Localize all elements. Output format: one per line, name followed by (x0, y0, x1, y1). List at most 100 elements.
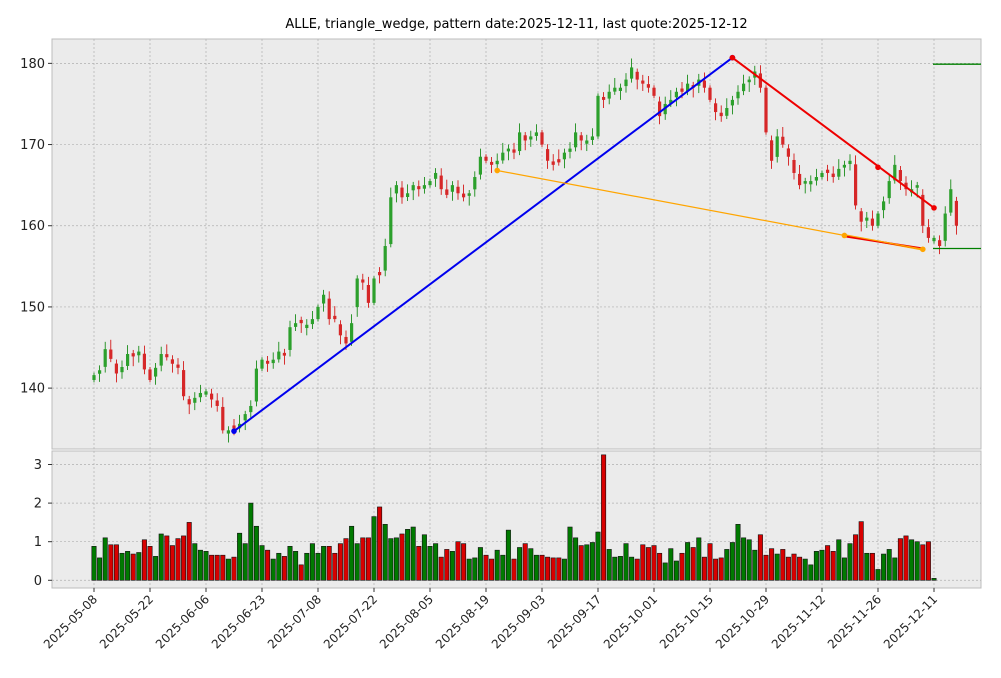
volume-bar (858, 521, 864, 581)
candle-body (98, 370, 102, 374)
candle-body (176, 364, 180, 368)
x-tick-label: 2025-11-12 (769, 592, 828, 651)
volume-bar (567, 526, 573, 581)
x-tick-label: 2025-06-23 (209, 592, 268, 651)
volume-bar (102, 537, 108, 581)
volume-bar (545, 556, 551, 581)
volume-bar (477, 547, 483, 581)
volume-bar (259, 545, 265, 581)
candle-body (182, 370, 186, 397)
blue-pivot-marker (231, 428, 237, 434)
candle-body (366, 285, 370, 303)
candle-body (529, 136, 533, 140)
volume-bar (147, 546, 153, 581)
volume-bar (231, 556, 237, 581)
candle-body (742, 83, 746, 92)
candle-body (551, 161, 555, 165)
volume-bar (287, 546, 293, 581)
candle-body (826, 169, 830, 173)
volume-bar (500, 554, 506, 581)
volume-bar (847, 543, 853, 581)
volume-bar (517, 547, 523, 581)
candle-body (854, 164, 858, 206)
candle-body (574, 132, 578, 148)
volume-bar (634, 558, 640, 581)
volume-bar (343, 538, 349, 581)
volume-bar (528, 548, 534, 581)
volume-bar (186, 522, 192, 581)
candle-body (249, 405, 253, 413)
volume-bar (427, 546, 433, 581)
candle-body (383, 246, 387, 271)
candle-body (484, 156, 488, 161)
candle-body (898, 170, 902, 182)
volume-bar (903, 535, 909, 581)
volume-bar (438, 556, 444, 581)
volume-bar (886, 549, 892, 581)
candle-body (602, 96, 606, 100)
volume-bar (220, 554, 226, 581)
candle-body (417, 186, 421, 190)
x-tick-label: 2025-08-05 (377, 592, 436, 651)
volume-bar (91, 546, 97, 581)
candle-body (159, 354, 163, 366)
candle-body (501, 152, 505, 161)
candle-body (506, 148, 510, 152)
volume-bar (203, 551, 209, 581)
red-pivot-marker (931, 205, 937, 211)
candle-body (243, 414, 247, 421)
candle-body (422, 185, 426, 189)
candle-body (350, 323, 354, 342)
volume-bar (724, 549, 730, 581)
red-pivot-marker (729, 54, 736, 61)
volume-bar (763, 554, 769, 581)
volume-bar (371, 516, 377, 581)
volume-bar (550, 557, 556, 581)
volume-bar (757, 534, 763, 581)
candle-body (775, 136, 779, 157)
candle-body (798, 173, 802, 186)
candle-body (282, 352, 286, 356)
candle-body (915, 185, 919, 188)
candle-body (294, 323, 298, 327)
volume-bar (455, 541, 461, 581)
volume-y-tick-label: 2 (34, 497, 42, 512)
candle-body (831, 173, 835, 178)
volume-bar (108, 544, 114, 581)
candle-body (462, 193, 466, 198)
candle-body (109, 349, 113, 359)
candle-body (882, 201, 886, 211)
volume-bar (707, 543, 713, 581)
candle-body (327, 298, 331, 320)
volume-bar (321, 546, 327, 581)
volume-bar (752, 549, 758, 581)
candle-body (226, 430, 230, 434)
volume-bar (729, 542, 735, 581)
candle-body (142, 353, 146, 370)
candle-body (322, 294, 326, 304)
candle-body (837, 168, 841, 177)
volume-bar (701, 556, 707, 581)
volume-bar (696, 537, 702, 581)
volume-bar (657, 552, 663, 581)
candle-body (954, 200, 958, 226)
candle-body (562, 152, 566, 160)
price-y-tick-label: 170 (20, 138, 45, 153)
orange-pivot-marker (920, 246, 926, 253)
candle-body (949, 189, 953, 213)
candle-body (406, 193, 410, 197)
volume-bar (651, 545, 657, 581)
volume-bar (511, 558, 517, 581)
volume-bar (489, 558, 495, 581)
candle-body (232, 425, 236, 429)
volume-bar (629, 556, 635, 581)
volume-bar (679, 552, 685, 581)
volume-bar (410, 526, 416, 581)
candle-body (473, 177, 477, 190)
candle-body (702, 80, 706, 88)
volume-bar (797, 556, 803, 581)
volume-bar (780, 549, 786, 581)
volume-bar (136, 552, 142, 581)
volume-bar (522, 543, 528, 581)
red-pivot-marker (875, 164, 881, 171)
